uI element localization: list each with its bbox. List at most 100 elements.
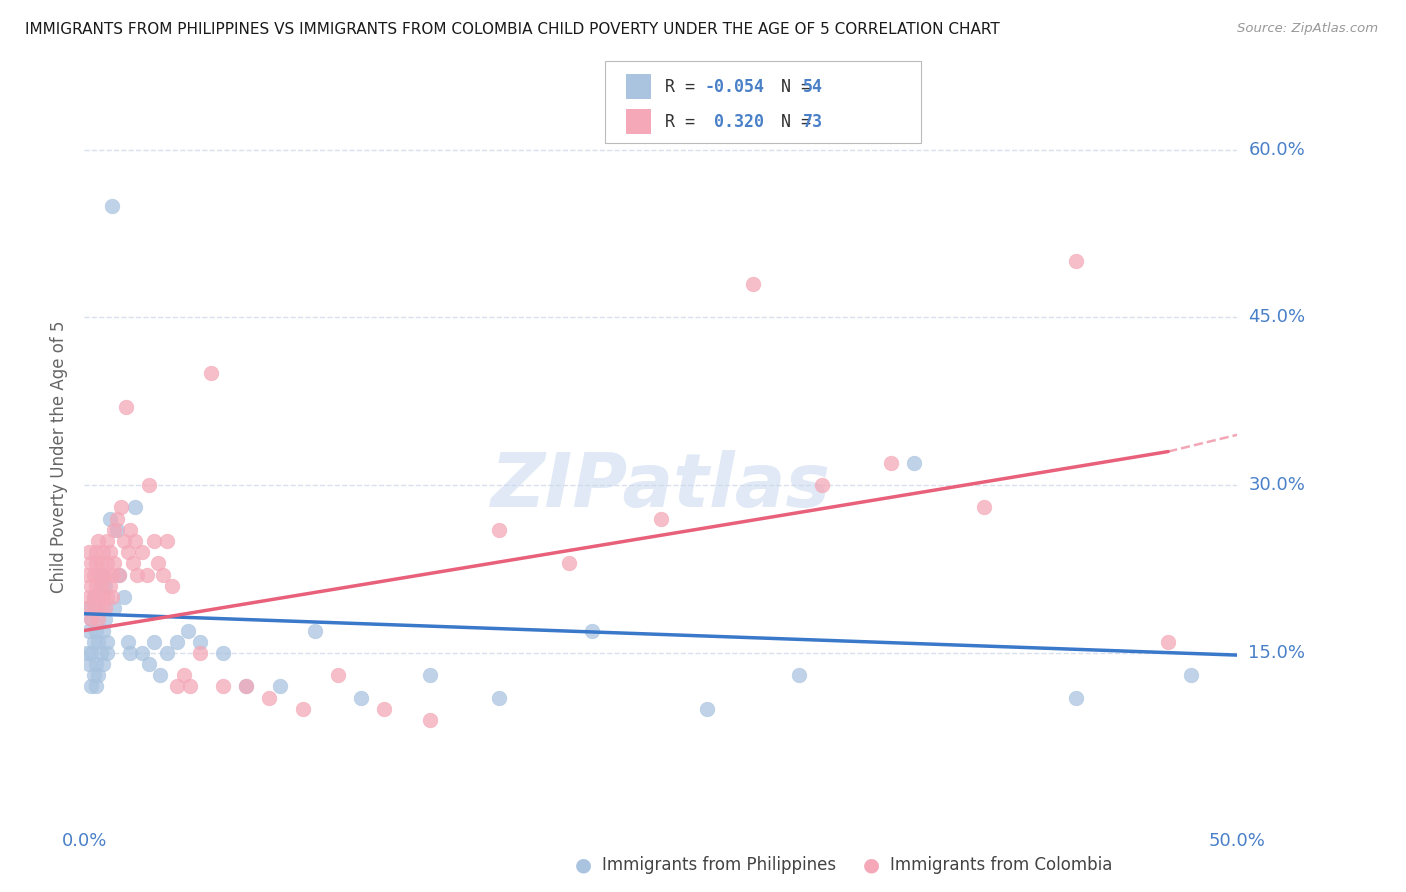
Point xyxy=(80,612,103,626)
Point xyxy=(83,668,105,682)
Point xyxy=(115,400,138,414)
Point xyxy=(152,567,174,582)
Point xyxy=(110,500,132,515)
Point xyxy=(77,590,100,604)
Point xyxy=(87,534,110,549)
Point xyxy=(103,523,125,537)
Point xyxy=(373,702,395,716)
Point xyxy=(80,612,103,626)
Point xyxy=(419,713,441,727)
Point xyxy=(91,657,114,671)
Text: 0.320: 0.320 xyxy=(704,113,765,131)
Point xyxy=(83,601,105,615)
Point xyxy=(83,590,105,604)
Point xyxy=(84,579,107,593)
Point xyxy=(84,545,107,559)
Point xyxy=(101,590,124,604)
Point xyxy=(77,624,100,638)
Point xyxy=(269,680,291,694)
Point xyxy=(121,557,143,571)
Text: -0.054: -0.054 xyxy=(704,78,765,96)
Point xyxy=(149,668,172,682)
Point xyxy=(87,567,110,582)
Point xyxy=(120,523,142,537)
Point xyxy=(89,646,111,660)
Point xyxy=(87,612,110,626)
Text: N =: N = xyxy=(761,113,821,131)
Point xyxy=(146,557,169,571)
Point xyxy=(105,511,128,525)
Point xyxy=(101,567,124,582)
Point xyxy=(235,680,257,694)
Point xyxy=(76,601,98,615)
Point xyxy=(142,534,165,549)
Point xyxy=(419,668,441,682)
Text: 73: 73 xyxy=(803,113,823,131)
Point xyxy=(87,590,110,604)
Point xyxy=(105,523,128,537)
Point xyxy=(91,624,114,638)
Text: ●: ● xyxy=(863,855,880,875)
Text: Immigrants from Colombia: Immigrants from Colombia xyxy=(890,856,1112,874)
Point xyxy=(98,579,121,593)
Point xyxy=(94,601,117,615)
Point xyxy=(84,680,107,694)
Point xyxy=(973,500,995,515)
Point xyxy=(131,646,153,660)
Point xyxy=(120,646,142,660)
Point xyxy=(138,657,160,671)
Text: 30.0%: 30.0% xyxy=(1249,476,1305,494)
Point xyxy=(292,702,315,716)
Point xyxy=(557,557,579,571)
Text: ●: ● xyxy=(575,855,592,875)
Point xyxy=(127,567,149,582)
Point xyxy=(103,557,125,571)
Point xyxy=(80,680,103,694)
Point xyxy=(304,624,326,638)
Point xyxy=(108,567,131,582)
Point xyxy=(96,590,118,604)
Point xyxy=(1064,690,1087,705)
Point xyxy=(257,690,280,705)
Text: Source: ZipAtlas.com: Source: ZipAtlas.com xyxy=(1237,22,1378,36)
Point xyxy=(142,634,165,648)
Point xyxy=(1157,634,1180,648)
Point xyxy=(94,612,117,626)
Text: ZIPatlas: ZIPatlas xyxy=(491,450,831,523)
Point xyxy=(138,478,160,492)
Point xyxy=(1064,254,1087,268)
Text: R =: R = xyxy=(665,113,704,131)
Y-axis label: Child Poverty Under the Age of 5: Child Poverty Under the Age of 5 xyxy=(51,321,69,593)
Point xyxy=(96,557,118,571)
Point xyxy=(211,680,233,694)
Point xyxy=(488,690,510,705)
Text: 45.0%: 45.0% xyxy=(1249,309,1306,326)
Point xyxy=(84,557,107,571)
Point xyxy=(91,590,114,604)
Point xyxy=(188,646,211,660)
Point xyxy=(80,646,103,660)
Point xyxy=(742,277,765,291)
Point xyxy=(177,624,200,638)
Point xyxy=(91,545,114,559)
Point xyxy=(1180,668,1202,682)
Point xyxy=(156,646,179,660)
Point xyxy=(787,668,810,682)
Point xyxy=(89,601,111,615)
Point xyxy=(76,567,98,582)
Point xyxy=(160,579,183,593)
Point xyxy=(235,680,257,694)
Point xyxy=(101,198,124,212)
Point xyxy=(326,668,349,682)
Point xyxy=(87,668,110,682)
Text: 60.0%: 60.0% xyxy=(1249,141,1305,159)
Point xyxy=(166,680,188,694)
Point xyxy=(108,567,131,582)
Point xyxy=(87,634,110,648)
Point xyxy=(91,567,114,582)
Point xyxy=(96,534,118,549)
Point xyxy=(173,668,195,682)
Point xyxy=(880,456,903,470)
Point xyxy=(200,366,222,380)
Point xyxy=(83,567,105,582)
